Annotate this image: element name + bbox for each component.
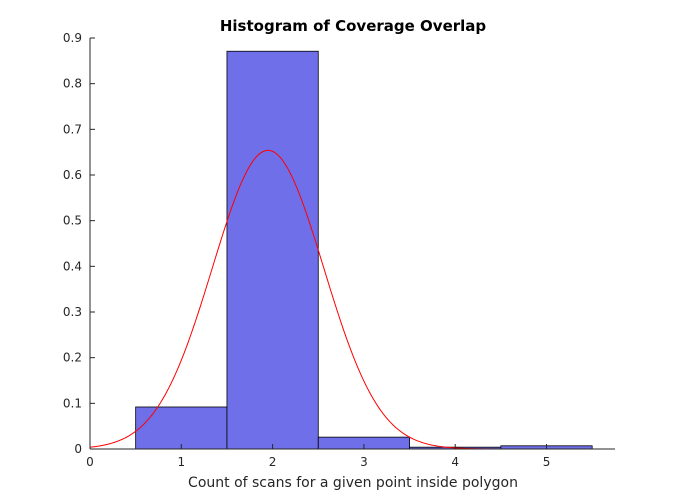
x-tick-label: 5 xyxy=(543,455,551,469)
x-axis-label: Count of scans for a given point inside … xyxy=(188,475,518,491)
chart-axes xyxy=(89,38,615,450)
y-tick-label: 0.4 xyxy=(63,259,82,273)
histogram-bar-1 xyxy=(135,406,228,450)
y-ticks: 0 0.1 0.2 0.3 0.4 0.5 0.6 0.7 0.8 0.9 xyxy=(63,31,95,456)
y-tick-label: 0.7 xyxy=(63,122,82,136)
y-tick-label: 0.5 xyxy=(63,214,82,228)
y-tick-label: 0.8 xyxy=(63,77,82,91)
x-tick-label: 2 xyxy=(269,455,277,469)
y-tick-label: 0 xyxy=(74,442,82,456)
x-tick-label: 3 xyxy=(360,455,368,469)
y-tick-label: 0.1 xyxy=(63,396,82,410)
chart-title: Histogram of Coverage Overlap xyxy=(220,17,487,35)
y-tick-label: 0.2 xyxy=(63,351,82,365)
x-ticks: 0 1 2 3 4 5 xyxy=(86,444,550,469)
normal-fit-curve xyxy=(89,149,593,450)
y-tick-label: 0.3 xyxy=(63,305,82,319)
x-tick-label: 1 xyxy=(177,455,185,469)
x-tick-label: 0 xyxy=(86,455,94,469)
y-tick-label: 0.6 xyxy=(63,168,82,182)
x-tick-label: 4 xyxy=(451,455,459,469)
histogram-bars xyxy=(135,50,593,450)
y-tick-label: 0.9 xyxy=(63,31,82,45)
fit-curve-group xyxy=(89,149,593,450)
histogram-bar-2 xyxy=(226,50,319,450)
